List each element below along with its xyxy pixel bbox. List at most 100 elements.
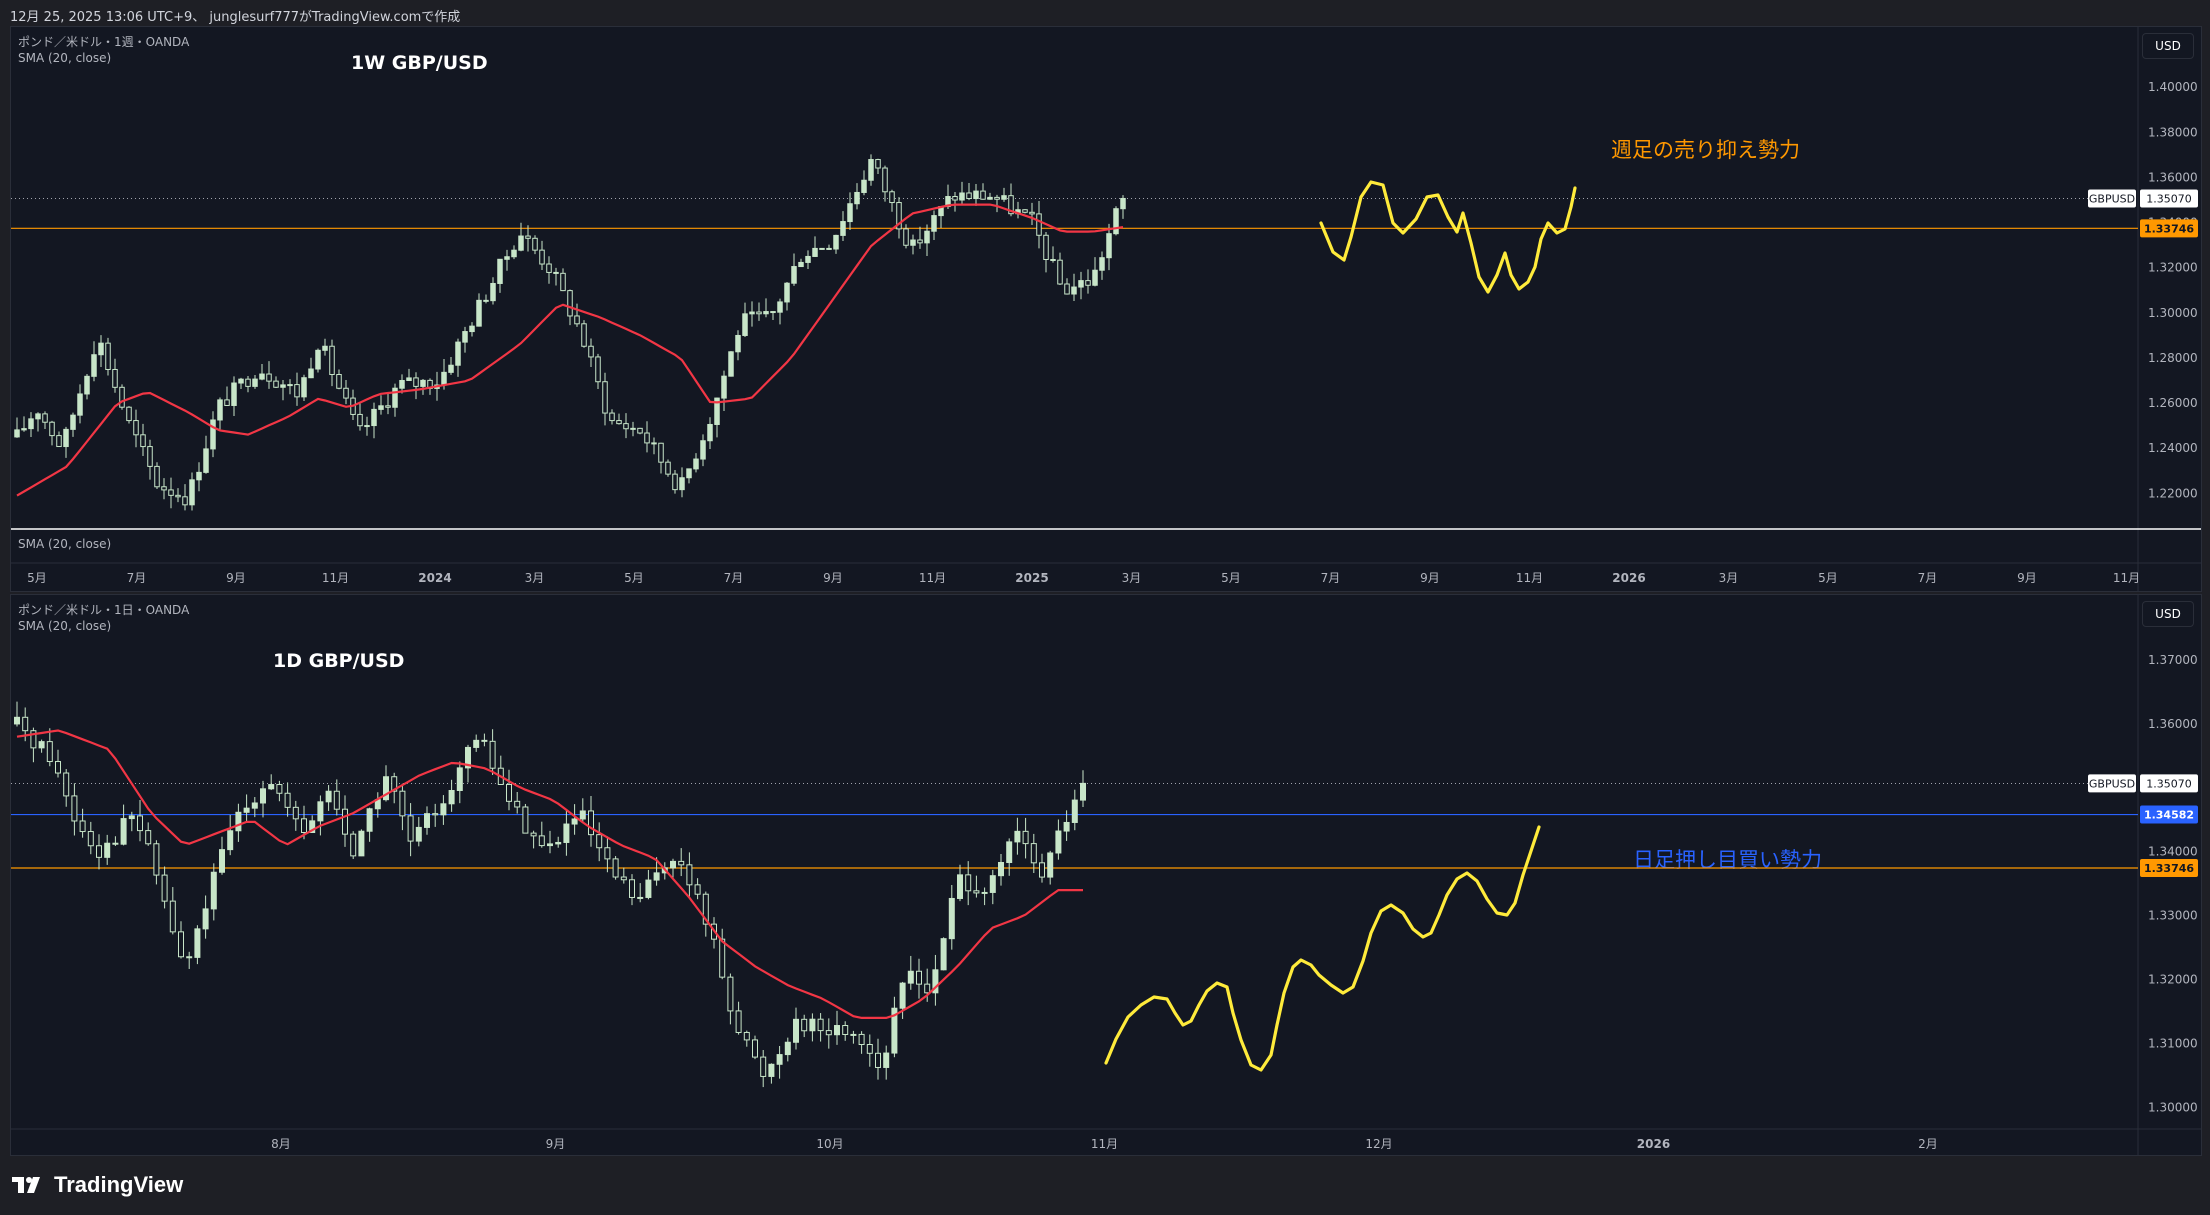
- bull-candle: [1055, 830, 1062, 854]
- bear-candle: [678, 860, 685, 866]
- instrument-label: ポンド／米ドル・1週・OANDA: [18, 35, 190, 49]
- bear-candle: [858, 1033, 865, 1046]
- bear-candle: [532, 237, 538, 251]
- bear-candle: [980, 190, 986, 200]
- sma-legend: SMA (20, close): [18, 619, 112, 633]
- bear-candle: [973, 890, 980, 894]
- bear-candle: [245, 378, 251, 387]
- bear-candle: [620, 876, 627, 881]
- x-tick-label: 9月: [1420, 571, 1440, 585]
- bull-candle: [287, 384, 293, 387]
- bear-candle: [489, 740, 496, 769]
- bull-candle: [448, 790, 455, 805]
- bear-candle: [743, 1031, 750, 1041]
- bull-candle: [721, 375, 727, 399]
- bull-candle: [268, 784, 275, 790]
- bear-candle: [1008, 195, 1014, 215]
- bull-candle: [763, 311, 769, 315]
- bull-candle: [563, 823, 570, 843]
- brand-name: TradingView: [54, 1172, 184, 1197]
- y-tick-label: 1.32000: [2148, 973, 2198, 987]
- bull-candle: [465, 746, 471, 769]
- bear-candle: [1022, 830, 1029, 845]
- weekly-candlestick-chart[interactable]: 1.400001.380001.360001.340001.320001.300…: [11, 27, 2201, 591]
- bear-candle: [903, 228, 909, 246]
- bull-candle: [1071, 799, 1078, 823]
- annotation-text: 週足の売り抑え勢力: [1611, 138, 1800, 162]
- bull-candle: [1078, 280, 1084, 288]
- bear-candle: [96, 845, 102, 858]
- bear-candle: [342, 808, 348, 835]
- bear-candle: [481, 739, 488, 742]
- bull-candle: [462, 331, 468, 343]
- bull-candle: [455, 341, 461, 366]
- x-tick-label: 7月: [127, 571, 147, 585]
- y-tick-label: 1.30000: [2148, 306, 2198, 320]
- bear-candle: [266, 373, 272, 382]
- bear-candle: [1022, 209, 1028, 213]
- x-tick-label: 5月: [1818, 571, 1838, 585]
- bull-candle: [924, 230, 930, 244]
- bull-candle: [679, 477, 685, 491]
- bull-candle: [440, 803, 447, 816]
- bull-candle: [441, 371, 447, 386]
- bear-candle: [506, 783, 512, 802]
- bear-candle: [1085, 280, 1091, 286]
- bear-candle: [702, 893, 709, 925]
- bull-candle: [238, 378, 244, 384]
- weekly-chart-pane[interactable]: ポンド／米ドル・1週・OANDA SMA (20, close) 1W GBP/…: [10, 26, 2202, 592]
- y-tick-label: 1.31000: [2148, 1036, 2198, 1050]
- currency-button[interactable]: USD: [2142, 33, 2194, 59]
- daily-chart-pane[interactable]: ポンド／米ドル・1日・OANDA SMA (20, close) 1D GBP/…: [10, 594, 2202, 1156]
- level-tag-label: 1.33746: [2144, 862, 2194, 875]
- daily-candlestick-chart[interactable]: 1.370001.360001.350001.340001.330001.320…: [11, 595, 2201, 1155]
- bear-candle: [161, 486, 167, 491]
- x-tick-label: 2024: [418, 571, 451, 585]
- bear-candle: [916, 970, 922, 985]
- tradingview-logo[interactable]: TradingView: [12, 1172, 183, 1198]
- bear-candle: [112, 842, 119, 845]
- bull-candle: [987, 196, 993, 200]
- bull-candle: [251, 802, 258, 809]
- bull-candle: [735, 334, 741, 353]
- y-tick-label: 1.24000: [2148, 441, 2198, 455]
- candles: [14, 701, 1086, 1088]
- bull-candle: [476, 299, 482, 327]
- bull-candle: [315, 349, 321, 370]
- candles: [14, 154, 1126, 511]
- bull-candle: [128, 815, 135, 820]
- x-tick-label: 2025: [1015, 571, 1048, 585]
- symbol-tag-label: GBPUSD: [2089, 777, 2135, 790]
- bull-candle: [812, 247, 818, 257]
- bear-candle: [581, 323, 587, 347]
- bear-candle: [596, 834, 603, 849]
- bull-candle: [989, 875, 996, 893]
- bull-candle: [555, 841, 562, 845]
- bear-candle: [292, 806, 299, 820]
- y-tick-label: 1.36000: [2148, 717, 2198, 731]
- bear-candle: [514, 800, 521, 808]
- bear-candle: [727, 976, 734, 1012]
- bear-candle: [1043, 234, 1049, 261]
- x-tick-label: 2026: [1637, 1137, 1670, 1151]
- bull-candle: [490, 282, 496, 302]
- bear-candle: [133, 420, 139, 436]
- bull-candle: [714, 397, 720, 425]
- currency-button[interactable]: USD: [2142, 601, 2194, 627]
- sma-line: [16, 203, 1124, 497]
- x-tick-label: 9月: [823, 571, 843, 585]
- bear-candle: [801, 1018, 808, 1032]
- symbol-tag-label: GBPUSD: [2089, 192, 2135, 205]
- bull-candle: [231, 382, 237, 406]
- bear-candle: [719, 938, 726, 978]
- x-tick-label: 7月: [724, 571, 744, 585]
- bull-candle: [202, 908, 209, 930]
- bull-candle: [777, 301, 783, 313]
- bear-candle: [609, 412, 615, 422]
- bull-candle: [301, 377, 307, 398]
- bear-candle: [336, 374, 342, 389]
- bull-candle: [456, 767, 463, 792]
- bull-candle: [907, 970, 914, 984]
- bear-candle: [56, 435, 62, 448]
- bull-candle: [259, 373, 265, 380]
